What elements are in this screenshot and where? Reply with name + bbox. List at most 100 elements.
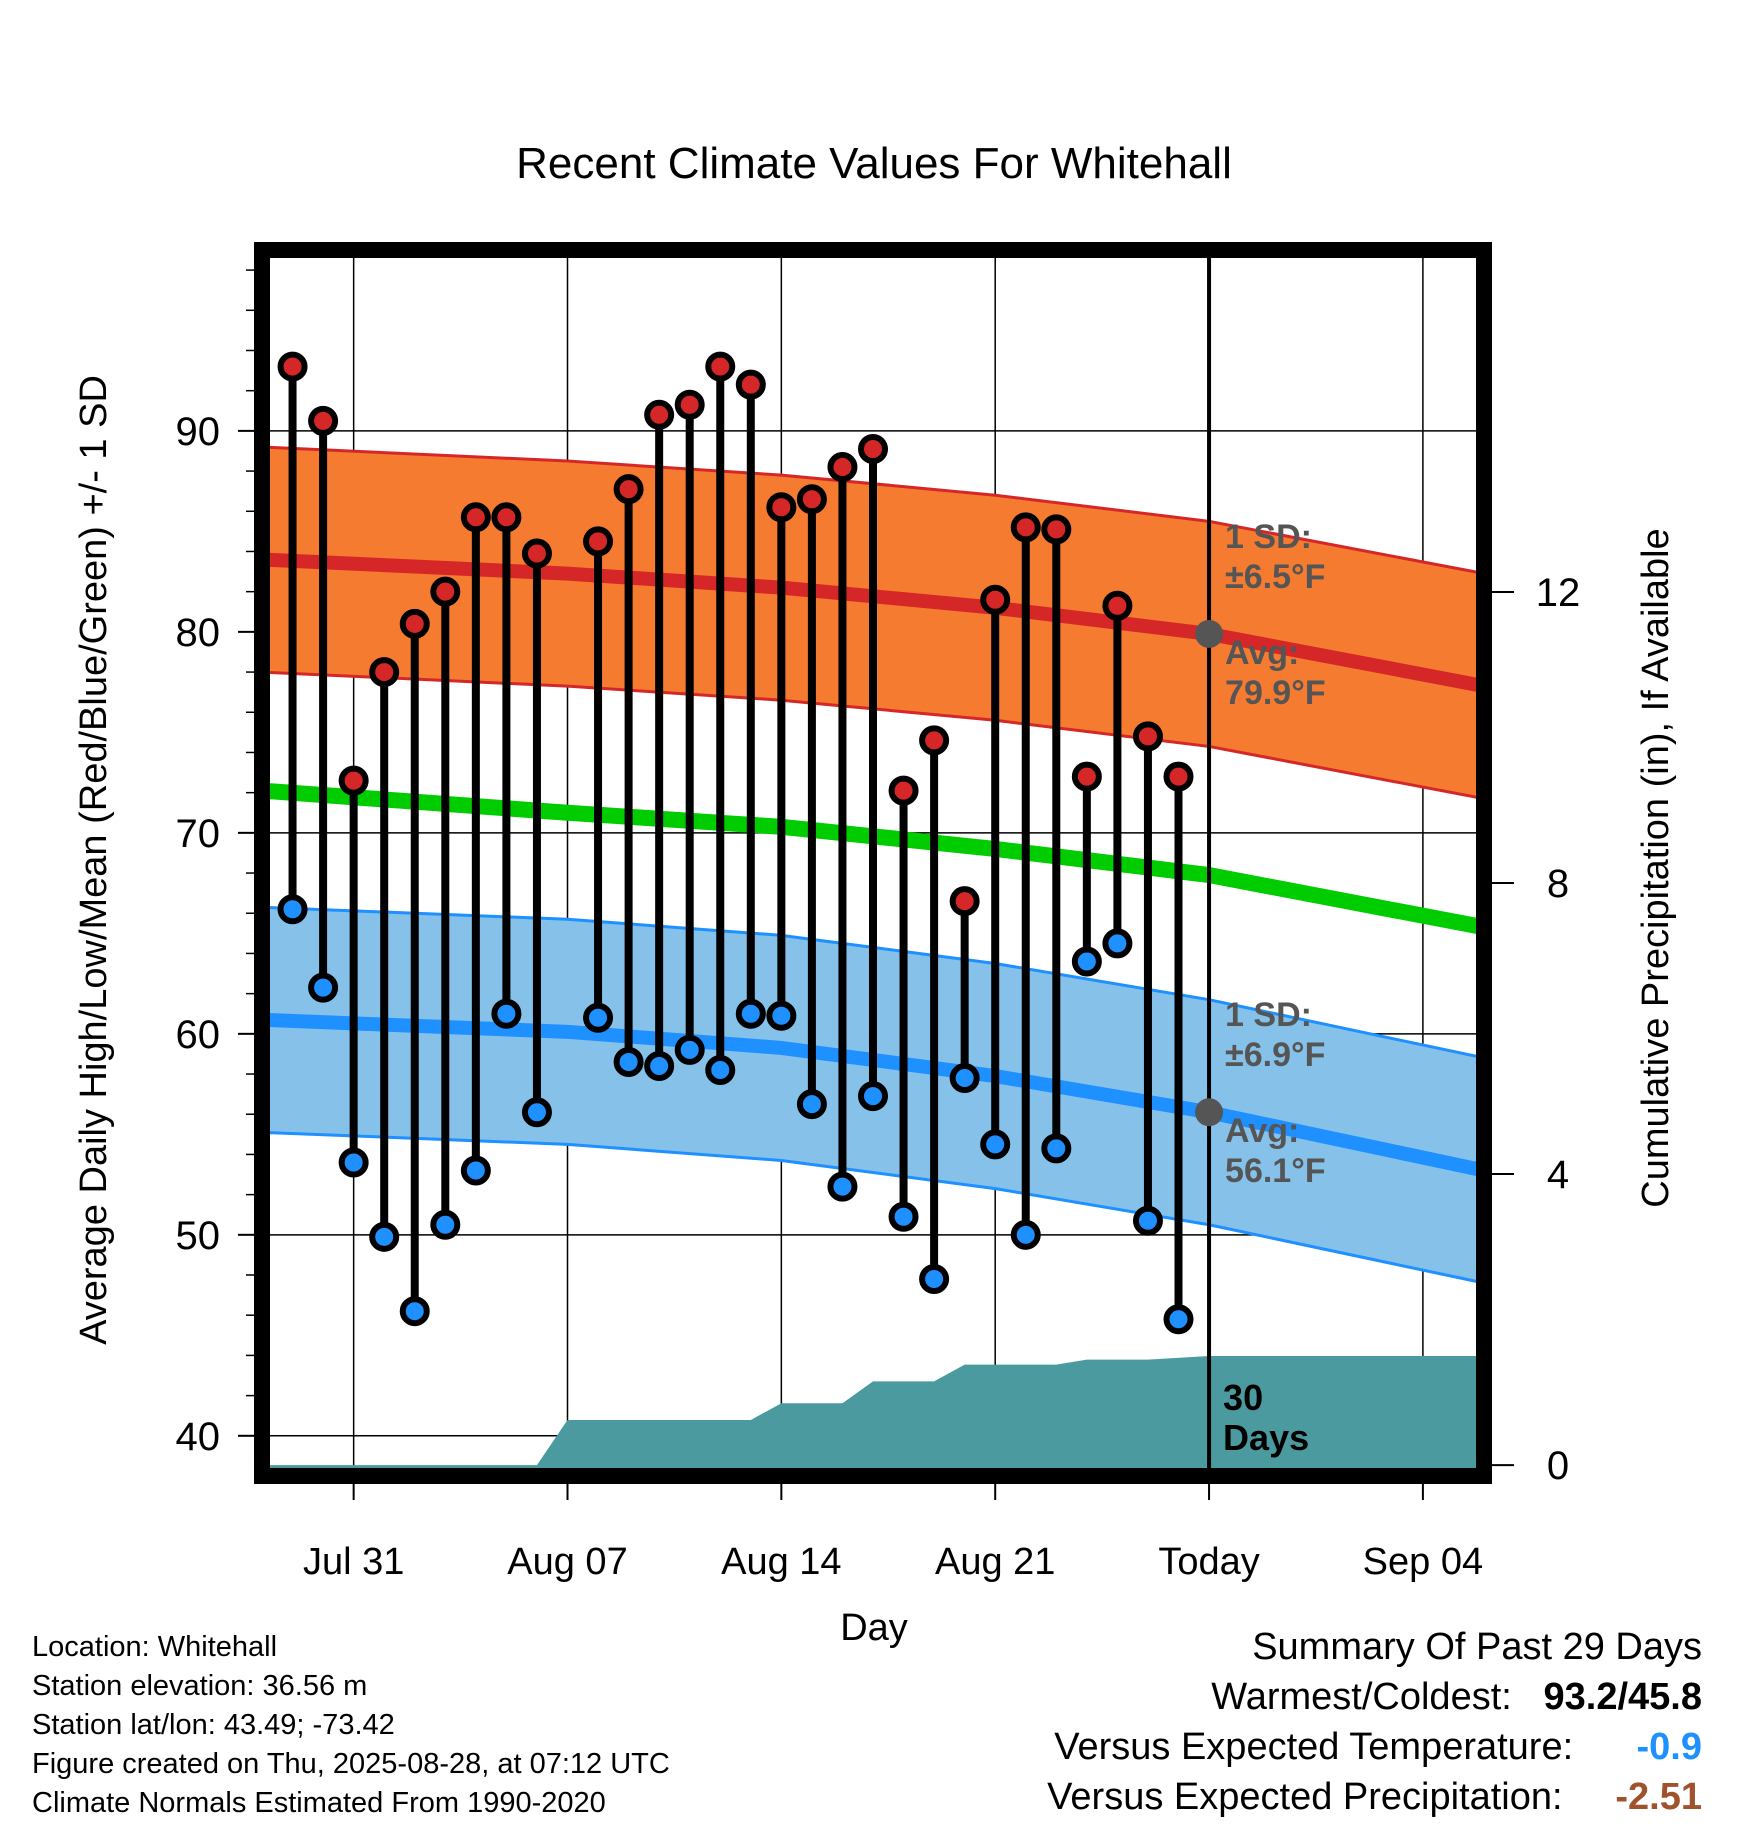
footer-created: Figure created on Thu, 2025-08-28, at 07… xyxy=(32,1748,670,1780)
chart-title: Recent Climate Values For Whitehall xyxy=(516,139,1232,188)
y-tick-label: 40 xyxy=(176,1415,221,1459)
daily-low-point xyxy=(277,894,308,925)
summary-warmest-row: Warmest/Coldest: 93.2/45.8 xyxy=(1047,1672,1702,1722)
plot-frame xyxy=(254,242,1492,1484)
summary-warmest-label: Warmest/Coldest: xyxy=(1211,1676,1512,1718)
daily-low-point xyxy=(613,1046,644,1077)
daily-high-point xyxy=(949,886,980,917)
normal-high-band-upper xyxy=(262,445,1484,576)
period-label-unit: Days xyxy=(1223,1417,1309,1458)
normal-low-avg-title: Avg: xyxy=(1225,1112,1299,1150)
daily-low-point xyxy=(888,1201,919,1232)
daily-high-point xyxy=(277,351,308,382)
normal-high-sd-title: 1 SD: xyxy=(1225,518,1312,556)
daily-high-point xyxy=(827,452,858,483)
daily-low-point xyxy=(399,1296,430,1327)
footer-elevation: Station elevation: 36.56 m xyxy=(32,1670,368,1702)
summary-panel: Summary Of Past 29 Days Warmest/Coldest:… xyxy=(1047,1622,1702,1822)
daily-high-point xyxy=(613,474,644,505)
summary-warmest-value: 93.2/45.8 xyxy=(1543,1676,1702,1718)
normal-low-band-upper xyxy=(262,905,1484,1060)
daily-low-point xyxy=(735,998,766,1029)
daily-high-point xyxy=(399,608,430,639)
daily-high-point xyxy=(1041,514,1072,545)
daily-high-point xyxy=(430,576,461,607)
summary-precip-row: Versus Expected Precipitation: -2.51 xyxy=(1047,1772,1702,1822)
summary-precip-label: Versus Expected Precipitation: xyxy=(1047,1776,1563,1818)
daily-low-point xyxy=(1132,1205,1163,1236)
normal-high-band-lower xyxy=(262,670,1484,801)
daily-low-point xyxy=(949,1063,980,1094)
normal-low-band-lower xyxy=(262,1130,1484,1285)
daily-high-point xyxy=(369,657,400,688)
daily-high-point xyxy=(644,399,675,430)
y-axis-label: Average Daily High/Low/Mean (Red/Blue/Gr… xyxy=(73,375,115,1345)
summary-heading: Summary Of Past 29 Days xyxy=(1252,1626,1702,1668)
summary-temp-value: -0.9 xyxy=(1636,1726,1702,1768)
y2-axis-label: Cumulative Precipitation (in), If Availa… xyxy=(1635,528,1677,1207)
daily-low-point xyxy=(1041,1133,1072,1164)
daily-low-point xyxy=(430,1209,461,1240)
daily-low-point xyxy=(1010,1219,1041,1250)
daily-low-point xyxy=(796,1089,827,1120)
summary-precip-value: -2.51 xyxy=(1615,1776,1702,1818)
daily-high-point xyxy=(1071,761,1102,792)
daily-high-point xyxy=(491,502,522,533)
period-label-number: 30 xyxy=(1223,1377,1263,1418)
daily-low-point xyxy=(1163,1304,1194,1335)
normal-high-avg-line xyxy=(262,552,1484,694)
footer-latlon: Station lat/lon: 43.49; -73.42 xyxy=(32,1709,395,1741)
daily-high-point xyxy=(1102,590,1133,621)
y-tick-label: 60 xyxy=(176,1013,221,1057)
daily-high-point xyxy=(796,484,827,515)
footer-info: Location: Whitehall Station elevation: 3… xyxy=(32,1628,670,1823)
x-tick-label: Sep 04 xyxy=(1363,1541,1483,1583)
summary-temp-label: Versus Expected Temperature: xyxy=(1054,1726,1574,1768)
y2-tick-label: 8 xyxy=(1547,862,1569,906)
daily-low-point xyxy=(308,972,339,1003)
y2-tick-label: 12 xyxy=(1536,571,1581,615)
daily-high-point xyxy=(705,351,736,382)
daily-high-point xyxy=(858,433,888,464)
precip-area xyxy=(262,1355,1484,1476)
footer-location: Location: Whitehall xyxy=(32,1631,278,1663)
daily-low-point xyxy=(338,1147,369,1178)
daily-low-point xyxy=(705,1055,736,1086)
daily-low-point xyxy=(583,1002,614,1033)
x-tick-label: Today xyxy=(1158,1541,1259,1583)
daily-high-point xyxy=(980,584,1011,615)
daily-high-point xyxy=(583,526,614,557)
normal-mean-line xyxy=(262,782,1484,936)
normal-high-avg-value: 79.9°F xyxy=(1225,674,1326,712)
daily-low-point xyxy=(919,1264,950,1295)
daily-low-point xyxy=(674,1034,705,1065)
normal-low-avg-line xyxy=(262,1012,1484,1178)
today-high-avg-marker xyxy=(1195,619,1224,648)
normal-low-avg-value: 56.1°F xyxy=(1225,1152,1326,1190)
daily-high-point xyxy=(1163,761,1194,792)
daily-low-point xyxy=(521,1097,552,1128)
x-tick-label: Aug 21 xyxy=(935,1541,1055,1583)
daily-low-point xyxy=(827,1171,858,1202)
daily-high-point xyxy=(521,538,552,569)
x-tick-label: Aug 07 xyxy=(507,1541,627,1583)
daily-high-point xyxy=(674,389,705,420)
x-tick-label: Jul 31 xyxy=(303,1541,404,1583)
x-tick-label: Aug 14 xyxy=(721,1541,841,1583)
daily-low-point xyxy=(644,1050,675,1081)
x-axis-label: Day xyxy=(840,1607,908,1649)
daily-low-point xyxy=(766,1000,797,1031)
daily-low-point xyxy=(1102,928,1133,959)
daily-high-point xyxy=(308,405,339,436)
daily-low-point xyxy=(460,1155,491,1186)
daily-high-point xyxy=(735,369,766,400)
y-tick-label: 90 xyxy=(176,410,221,454)
normal-high-avg-title: Avg: xyxy=(1225,634,1299,672)
y2-tick-label: 4 xyxy=(1547,1153,1569,1197)
daily-low-point xyxy=(1071,946,1102,977)
daily-low-point xyxy=(858,1081,888,1112)
daily-high-point xyxy=(888,775,919,806)
daily-high-point xyxy=(338,765,369,796)
